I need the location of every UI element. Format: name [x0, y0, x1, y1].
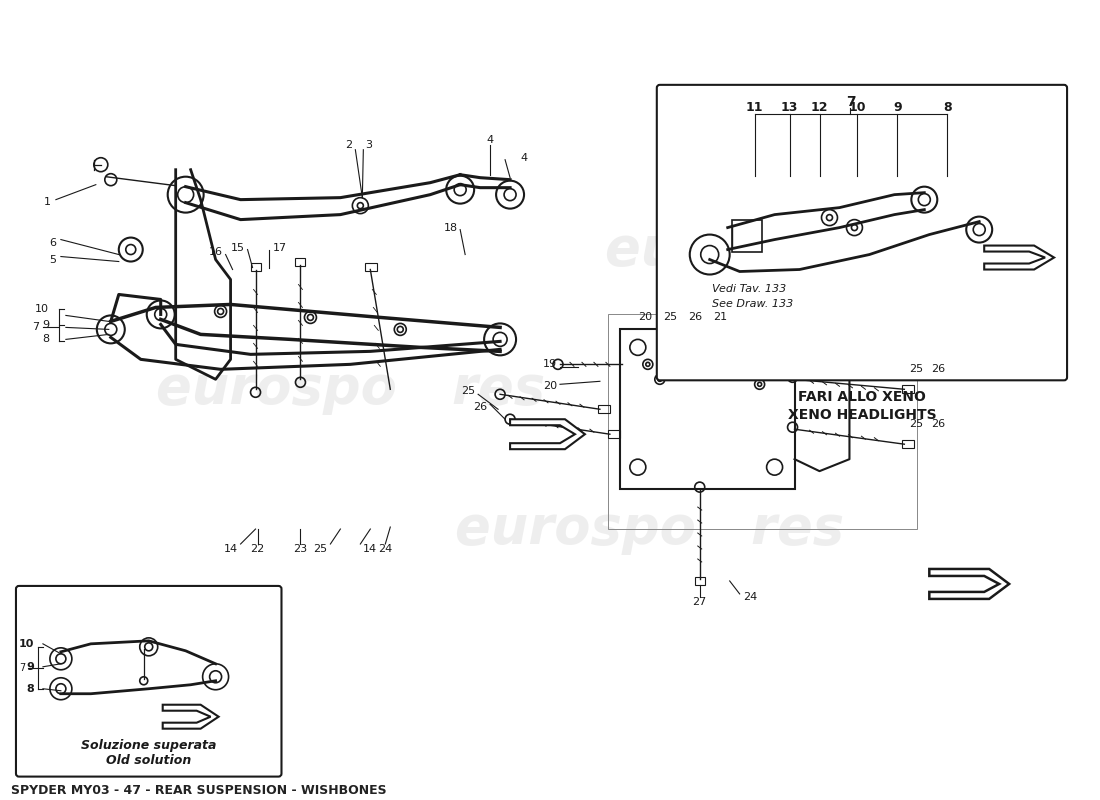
Text: 8: 8 — [26, 684, 34, 694]
Text: 4: 4 — [520, 153, 527, 162]
Text: See Draw. 133: See Draw. 133 — [712, 299, 793, 310]
Text: 21: 21 — [713, 313, 727, 322]
Text: 9: 9 — [26, 662, 34, 672]
Text: 17: 17 — [273, 242, 287, 253]
Text: 20: 20 — [543, 382, 557, 391]
Text: 19: 19 — [543, 359, 557, 370]
Text: 5: 5 — [48, 254, 56, 265]
Text: 14: 14 — [362, 544, 376, 554]
Polygon shape — [930, 569, 1009, 599]
Bar — [732, 220, 761, 251]
Text: 15: 15 — [231, 242, 244, 253]
Polygon shape — [163, 705, 219, 729]
Text: 27: 27 — [693, 597, 707, 607]
Bar — [365, 262, 377, 270]
Text: 10: 10 — [849, 102, 866, 114]
Text: 1: 1 — [44, 197, 51, 206]
Text: 18: 18 — [444, 222, 459, 233]
Text: FARI ALLO XENO: FARI ALLO XENO — [798, 390, 926, 404]
Text: 23: 23 — [294, 544, 308, 554]
FancyBboxPatch shape — [16, 586, 282, 777]
Text: 25: 25 — [461, 386, 475, 396]
Text: 26: 26 — [688, 313, 702, 322]
Bar — [902, 386, 914, 394]
Bar — [608, 430, 620, 438]
FancyBboxPatch shape — [657, 85, 1067, 380]
Bar — [902, 440, 914, 448]
Text: 25: 25 — [314, 544, 328, 554]
Text: 24: 24 — [378, 544, 393, 554]
Bar — [296, 258, 306, 266]
Text: 10: 10 — [19, 639, 34, 649]
Text: 26: 26 — [473, 402, 487, 412]
Text: 22: 22 — [251, 544, 265, 554]
Bar — [620, 330, 794, 489]
Text: 7: 7 — [846, 95, 856, 109]
Text: Soluzione superata: Soluzione superata — [81, 739, 217, 752]
Text: 9: 9 — [893, 102, 902, 114]
Text: SPYDER MY03 - 47 - REAR SUSPENSION - WISHBONES: SPYDER MY03 - 47 - REAR SUSPENSION - WIS… — [11, 783, 386, 797]
Text: 26: 26 — [932, 364, 945, 374]
Text: 9: 9 — [42, 321, 48, 330]
Text: 7: 7 — [19, 662, 25, 673]
Text: eurospo   res: eurospo res — [156, 363, 544, 415]
Polygon shape — [984, 246, 1054, 270]
Text: 13: 13 — [781, 102, 799, 114]
Text: 25: 25 — [910, 419, 924, 430]
Bar — [695, 577, 705, 585]
Text: 24: 24 — [742, 592, 757, 602]
Text: 10: 10 — [35, 305, 48, 314]
Text: 11: 11 — [746, 102, 763, 114]
Text: 3: 3 — [365, 140, 372, 150]
Bar — [598, 406, 609, 414]
Text: 8: 8 — [943, 102, 951, 114]
Text: 25: 25 — [910, 364, 924, 374]
Text: 20: 20 — [638, 313, 652, 322]
Text: 14: 14 — [223, 544, 238, 554]
Text: 26: 26 — [932, 419, 945, 430]
Text: 8: 8 — [42, 334, 48, 344]
Text: 7: 7 — [32, 322, 39, 333]
Text: eurospo   res: eurospo res — [605, 223, 994, 275]
Text: 25: 25 — [662, 313, 676, 322]
Text: 16: 16 — [209, 246, 222, 257]
Text: 12: 12 — [811, 102, 828, 114]
Text: Old solution: Old solution — [106, 754, 191, 767]
Text: 4: 4 — [486, 134, 494, 145]
Bar — [251, 262, 261, 270]
Bar — [608, 314, 917, 529]
Polygon shape — [510, 419, 585, 449]
Text: XENO HEADLIGHTS: XENO HEADLIGHTS — [788, 408, 936, 422]
Text: 2: 2 — [345, 140, 352, 150]
Text: eurospo   res: eurospo res — [455, 503, 845, 555]
Text: 6: 6 — [48, 238, 56, 247]
Text: Vedi Tav. 133: Vedi Tav. 133 — [712, 285, 786, 294]
